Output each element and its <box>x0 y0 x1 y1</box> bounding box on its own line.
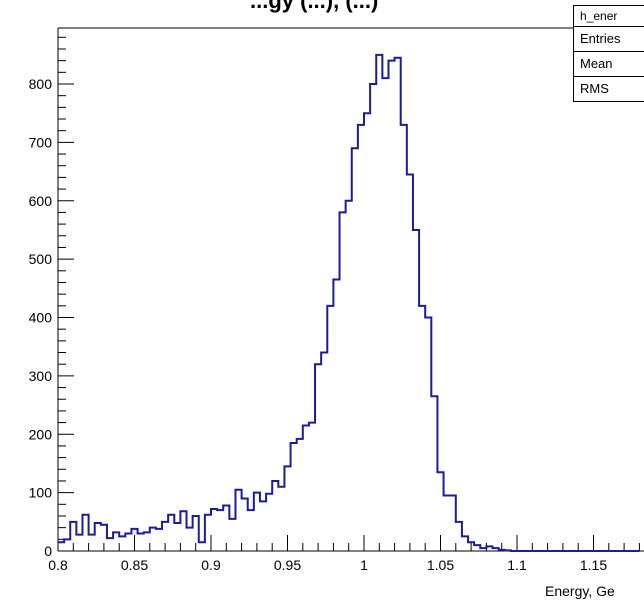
y-axis-ticks: 0 100 200 300 400 500 600 700 800 <box>29 36 74 559</box>
x-tick-label: 0.85 <box>121 557 148 573</box>
x-tick-label: 1.15 <box>580 557 607 573</box>
x-tick-label: 1.05 <box>427 557 454 573</box>
stats-box-name: h_ener <box>580 9 618 23</box>
y-tick-label: 0 <box>44 543 52 559</box>
stats-box: h_ener Entries Mean RMS <box>573 5 644 102</box>
y-tick-label: 700 <box>29 134 53 150</box>
y-tick-label: 300 <box>29 368 53 384</box>
x-tick-label: 0.8 <box>48 557 68 573</box>
stats-row-mean: Mean <box>574 51 644 76</box>
chart-title-fragment: ...gy (...), (...) <box>250 0 379 13</box>
y-tick-label: 800 <box>29 76 53 92</box>
x-axis-ticks: 0.8 0.85 0.9 0.95 1 1.05 1.1 1.15 <box>48 535 640 573</box>
y-tick-label: 600 <box>29 193 53 209</box>
x-tick-label: 1.1 <box>507 557 527 573</box>
axes-frame <box>57 27 644 552</box>
x-axis-label: Energy, Ge <box>545 583 615 599</box>
x-tick-label: 1 <box>360 557 368 573</box>
y-tick-label: 100 <box>29 485 53 501</box>
y-tick-label: 500 <box>29 251 53 267</box>
x-tick-label: 0.95 <box>274 557 301 573</box>
y-tick-label: 400 <box>29 310 53 326</box>
y-tick-label: 200 <box>29 426 53 442</box>
x-tick-label: 0.9 <box>201 557 221 573</box>
histogram-line <box>58 53 640 552</box>
stats-row-entries: Entries <box>574 26 644 51</box>
stats-row-rms: RMS <box>574 76 644 101</box>
